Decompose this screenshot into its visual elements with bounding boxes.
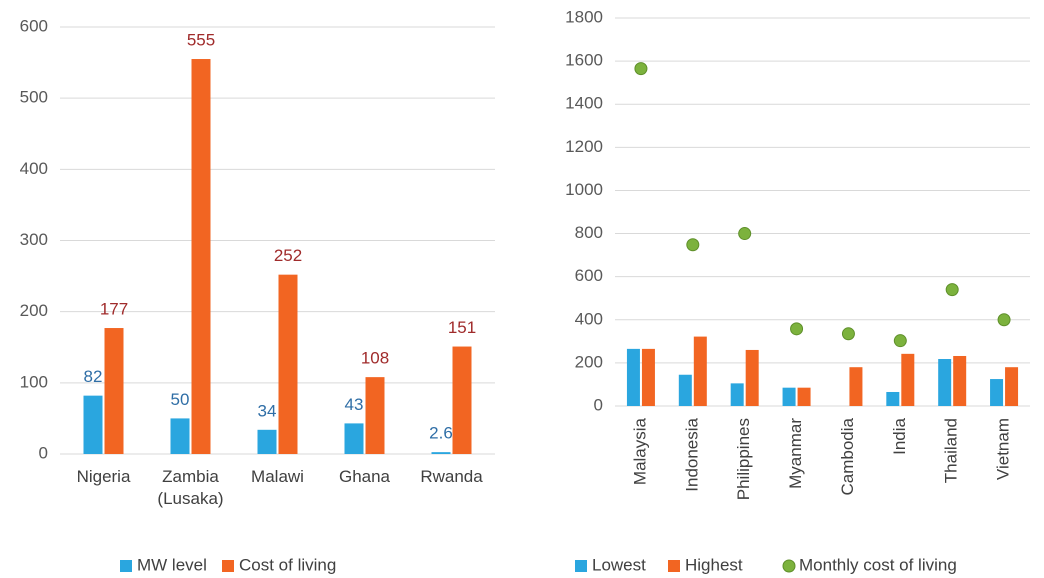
data-label: 50 <box>171 390 190 409</box>
y-tick-label: 100 <box>20 372 48 391</box>
bar <box>730 383 744 406</box>
x-tick-label: India <box>890 417 909 454</box>
legend-swatch <box>120 560 132 572</box>
bar <box>170 418 190 454</box>
legend-label: Highest <box>685 555 743 574</box>
bar <box>745 349 759 406</box>
bar <box>452 346 472 454</box>
x-tick-label: Zambia (Lusaka) <box>157 467 224 508</box>
bar <box>797 387 811 406</box>
legend-label: MW level <box>137 555 207 574</box>
data-label: 252 <box>274 246 302 265</box>
y-tick-label: 800 <box>575 223 603 242</box>
y-tick-label: 1400 <box>565 94 603 113</box>
x-tick-label: Cambodia <box>838 417 857 495</box>
x-tick-label-box: Malawi <box>251 467 304 486</box>
bar <box>626 348 640 406</box>
x-tick-label: Rwanda <box>420 467 483 486</box>
legend-swatch <box>782 559 796 573</box>
scatter-point <box>790 322 804 336</box>
y-tick-label: 400 <box>20 159 48 178</box>
data-label: 108 <box>361 349 389 368</box>
x-tick-label: Indonesia <box>682 417 701 491</box>
scatter-point <box>841 327 855 341</box>
y-tick-label: 1200 <box>565 137 603 156</box>
bar <box>257 429 277 454</box>
y-tick-label: 1000 <box>565 180 603 199</box>
bar <box>191 59 211 455</box>
x-tick-label: Philippines <box>734 418 753 500</box>
legend-label: Lowest <box>592 555 646 574</box>
y-tick-label: 600 <box>20 16 48 35</box>
y-tick-label: 200 <box>575 352 603 371</box>
x-tick-label-box: Nigeria <box>76 467 131 486</box>
bar <box>886 391 900 406</box>
scatter-point <box>945 283 959 297</box>
scatter-point <box>997 313 1011 327</box>
x-tick-label-box: Rwanda <box>420 467 483 486</box>
y-tick-label: 0 <box>39 443 48 462</box>
legend-swatch <box>575 560 587 572</box>
bar <box>901 353 915 406</box>
data-label: 555 <box>187 31 215 50</box>
bar <box>782 387 796 406</box>
y-tick-label: 500 <box>20 88 48 107</box>
bar <box>678 374 692 406</box>
y-tick-label: 1600 <box>565 51 603 70</box>
bar <box>693 336 707 406</box>
x-tick-label: Ghana <box>338 467 391 486</box>
data-label: 177 <box>100 300 128 319</box>
y-tick-label: 300 <box>20 230 48 249</box>
y-tick-label: 0 <box>594 395 603 414</box>
legend-swatch <box>668 560 680 572</box>
bar <box>938 359 952 406</box>
scatter-point <box>686 238 700 252</box>
x-tick-label: Myanmar <box>786 418 805 489</box>
scatter-point <box>634 62 648 76</box>
y-tick-label: 400 <box>575 309 603 328</box>
bar <box>344 423 364 454</box>
bar <box>849 367 863 406</box>
data-label: 43 <box>345 395 364 414</box>
bar <box>1005 367 1019 406</box>
x-tick-label-box: Zambia (Lusaka) <box>157 467 224 508</box>
data-label: 151 <box>448 318 476 337</box>
y-tick-label: 1800 <box>565 7 603 26</box>
data-label: 82 <box>84 367 103 386</box>
bar <box>641 348 655 406</box>
bar <box>990 379 1004 406</box>
legend-label: Cost of living <box>239 555 336 574</box>
x-tick-label: Malawi <box>251 467 304 486</box>
data-label: 2.6 <box>429 424 453 443</box>
bar <box>83 395 103 454</box>
legend-label: Monthly cost of living <box>799 555 957 574</box>
bar <box>953 355 967 406</box>
y-tick-label: 600 <box>575 266 603 285</box>
x-tick-label: Thailand <box>942 418 961 483</box>
x-tick-label: Vietnam <box>994 418 1013 480</box>
x-tick-label-box: Ghana <box>338 467 391 486</box>
x-tick-label: Malaysia <box>630 417 649 485</box>
data-label: 34 <box>258 401 277 420</box>
x-tick-label: Nigeria <box>76 467 131 486</box>
bar <box>278 274 298 454</box>
bar <box>365 377 385 454</box>
legend-swatch <box>222 560 234 572</box>
bar <box>104 328 124 454</box>
scatter-point <box>738 227 752 241</box>
scatter-point <box>893 334 907 348</box>
bar <box>431 452 451 454</box>
y-tick-label: 200 <box>20 301 48 320</box>
